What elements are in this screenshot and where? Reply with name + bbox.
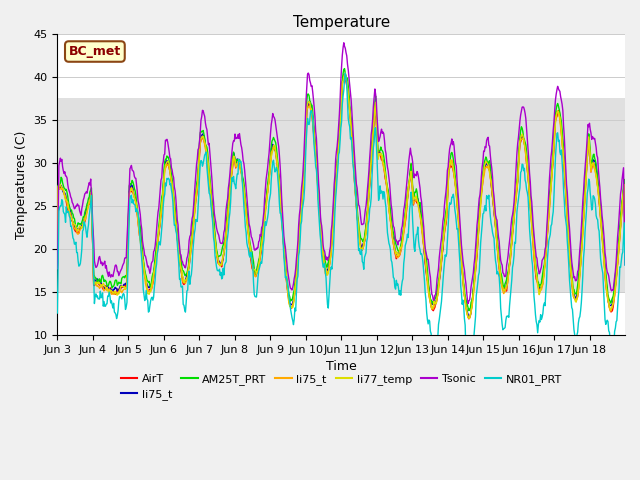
Text: BC_met: BC_met [68,45,121,58]
Y-axis label: Temperatures (C): Temperatures (C) [15,130,28,239]
Title: Temperature: Temperature [292,15,390,30]
Bar [58,98,625,292]
Legend: AirT, li75_t, AM25T_PRT, li75_t, li77_temp, Tsonic, NR01_PRT: AirT, li75_t, AM25T_PRT, li75_t, li77_te… [116,369,566,405]
X-axis label: Time: Time [326,360,356,373]
